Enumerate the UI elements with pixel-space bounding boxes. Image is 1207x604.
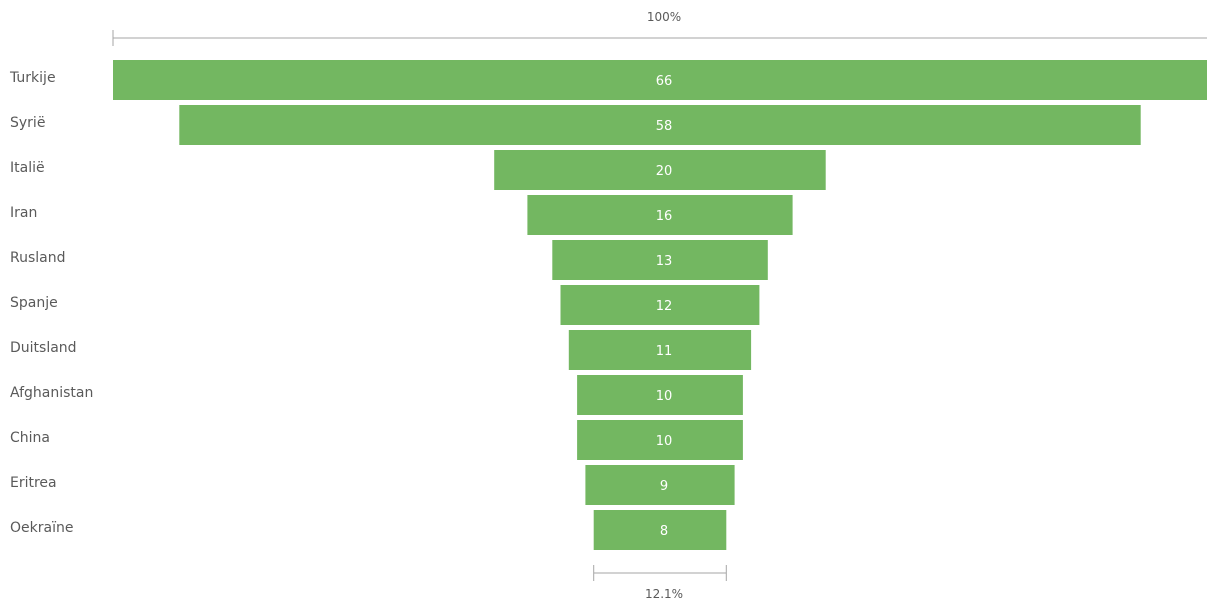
funnel-bars: 66 58 20 16 13 12 11 10 10 9 8	[113, 60, 1207, 550]
top-percent-label: 100%	[647, 10, 681, 24]
funnel-bar[interactable]	[113, 60, 1207, 100]
category-label: Afghanistan	[10, 385, 93, 401]
funnel-bar[interactable]	[494, 150, 826, 190]
bar-value-label: 9	[660, 479, 668, 494]
funnel-bar[interactable]	[577, 420, 743, 460]
category-label: Spanje	[10, 295, 58, 311]
category-label: Syrië	[10, 115, 45, 131]
funnel-bar[interactable]	[552, 240, 768, 280]
bar-value-label: 20	[656, 164, 673, 179]
category-label: Rusland	[10, 250, 66, 266]
category-label: Turkije	[9, 70, 56, 86]
bar-value-label: 8	[660, 524, 668, 539]
bar-value-label: 10	[656, 389, 673, 404]
funnel-bar[interactable]	[568, 330, 752, 370]
bar-value-label: 12	[656, 299, 673, 314]
bar-value-label: 10	[656, 434, 673, 449]
category-label: Oekraïne	[10, 520, 73, 536]
funnel-bar[interactable]	[560, 285, 760, 325]
category-label: China	[10, 430, 50, 446]
funnel-bar[interactable]	[593, 510, 727, 550]
funnel-bar[interactable]	[527, 195, 793, 235]
bar-value-label: 16	[656, 209, 673, 224]
category-label: Duitsland	[10, 340, 77, 356]
category-label: Eritrea	[10, 475, 57, 491]
bar-value-label: 11	[656, 344, 673, 359]
bar-value-label: 66	[656, 74, 673, 89]
funnel-bar[interactable]	[577, 375, 743, 415]
category-labels: Turkije Syrië Italië Iran Rusland Spanje Duits…	[9, 70, 93, 536]
bar-value-label: 58	[656, 119, 673, 134]
category-label: Italië	[10, 160, 45, 176]
bottom-percent-bracket: 12.1%	[593, 565, 727, 601]
funnel-bar[interactable]	[585, 465, 735, 505]
bar-value-label: 13	[656, 254, 673, 269]
funnel-bar[interactable]	[179, 105, 1141, 145]
bottom-percent-label: 12.1%	[645, 587, 683, 601]
top-percent-bracket: 100%	[112, 10, 1207, 46]
category-label: Iran	[10, 205, 37, 221]
